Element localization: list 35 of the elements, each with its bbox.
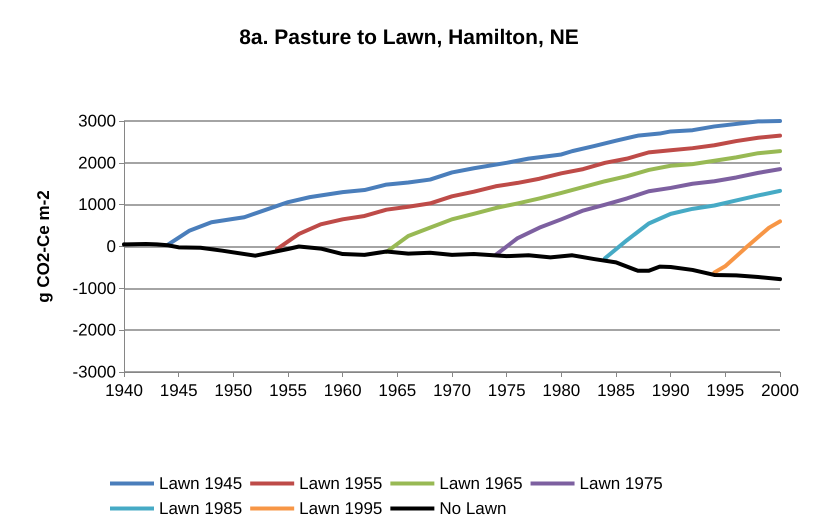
y-tick-label: 0 bbox=[106, 237, 116, 256]
line-series bbox=[166, 119, 782, 247]
x-tick-label: 1960 bbox=[324, 381, 362, 400]
legend-label: Lawn 1995 bbox=[299, 499, 382, 518]
y-tick-label: -2000 bbox=[72, 320, 116, 340]
x-tick-label: 1940 bbox=[105, 381, 143, 400]
legend-label: Lawn 1945 bbox=[159, 474, 242, 493]
x-tick-label: 1975 bbox=[488, 381, 526, 400]
y-tick-label: 2000 bbox=[78, 153, 116, 172]
line-series bbox=[275, 134, 782, 252]
y-tick-label: -1000 bbox=[72, 278, 116, 298]
x-tick-label: 1945 bbox=[160, 381, 198, 400]
line-series bbox=[712, 219, 782, 274]
chart-title: 8a. Pasture to Lawn, Hamilton, NE bbox=[239, 26, 579, 49]
y-tick-label: 1000 bbox=[78, 195, 116, 214]
line-series bbox=[122, 242, 782, 282]
x-tick-label: 1950 bbox=[214, 381, 252, 400]
x-tick-label: 1965 bbox=[378, 381, 416, 400]
x-tick-label: 1980 bbox=[542, 381, 580, 400]
y-tick-label: 3000 bbox=[78, 112, 116, 130]
x-tick-label: 1970 bbox=[433, 381, 471, 400]
line-series bbox=[603, 188, 782, 260]
x-tick-label: 2000 bbox=[761, 381, 799, 400]
x-tick-label: 1990 bbox=[652, 381, 690, 400]
x-tick-label: 1955 bbox=[269, 381, 307, 400]
x-tick-label: 1995 bbox=[706, 381, 744, 400]
legend-label: Lawn 1975 bbox=[580, 474, 663, 493]
x-tick-label: 1985 bbox=[597, 381, 635, 400]
line-series bbox=[384, 149, 782, 254]
legend-label: No Lawn bbox=[439, 499, 506, 518]
y-tick-label: -3000 bbox=[72, 362, 116, 382]
y-axis-title: g CO2-Ce m-2 bbox=[34, 190, 53, 303]
legend-label: Lawn 1955 bbox=[299, 474, 382, 493]
legend-label: Lawn 1965 bbox=[439, 474, 523, 493]
legend-label: Lawn 1985 bbox=[159, 499, 242, 518]
